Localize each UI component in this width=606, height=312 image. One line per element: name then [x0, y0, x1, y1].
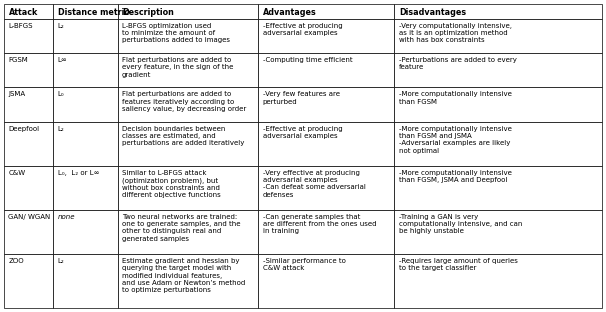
Text: -Requires large amount of queries
to the target classifier: -Requires large amount of queries to the…: [399, 258, 518, 271]
Text: none: none: [58, 214, 75, 220]
Bar: [118, 166, 258, 210]
Text: -Training a GAN is very
computationally intensive, and can
be highly unstable: -Training a GAN is very computationally …: [399, 214, 522, 235]
Text: -Effective at producing
adversarial examples: -Effective at producing adversarial exam…: [262, 126, 342, 139]
Bar: [4, 254, 53, 308]
Text: -More computationally intensive
than FGSM, JSMA and Deepfool: -More computationally intensive than FGS…: [399, 170, 512, 183]
Bar: [258, 19, 395, 53]
Bar: [4, 53, 53, 87]
Text: Estimate gradient and hessian by
querying the target model with
modified individ: Estimate gradient and hessian by queryin…: [122, 258, 245, 293]
Bar: [4, 166, 53, 210]
Bar: [395, 19, 602, 53]
Bar: [53, 53, 118, 87]
Bar: [4, 122, 53, 166]
Bar: [53, 254, 118, 308]
Bar: [4, 19, 53, 53]
Text: L₂: L₂: [58, 258, 64, 264]
Bar: [258, 87, 395, 122]
Bar: [118, 122, 258, 166]
Text: L₀,  L₂ or L∞: L₀, L₂ or L∞: [58, 170, 99, 176]
Text: L-BFGS: L-BFGS: [8, 23, 33, 29]
Text: Flat perturbations are added to
every feature, in the sign of the
gradient: Flat perturbations are added to every fe…: [122, 57, 233, 78]
Bar: [395, 254, 602, 308]
Bar: [395, 166, 602, 210]
Text: Distance metric: Distance metric: [58, 8, 128, 17]
Bar: [258, 122, 395, 166]
Text: L-BFGS optimization used
to minimize the amount of
perturbations added to images: L-BFGS optimization used to minimize the…: [122, 23, 230, 43]
Bar: [395, 87, 602, 122]
Bar: [4, 4, 53, 19]
Bar: [118, 87, 258, 122]
Bar: [258, 53, 395, 87]
Text: GAN/ WGAN: GAN/ WGAN: [8, 214, 51, 220]
Bar: [395, 53, 602, 87]
Text: -Effective at producing
adversarial examples: -Effective at producing adversarial exam…: [262, 23, 342, 36]
Bar: [53, 19, 118, 53]
Bar: [118, 210, 258, 254]
Text: -Perturbations are added to every
feature: -Perturbations are added to every featur…: [399, 57, 517, 70]
Bar: [118, 4, 258, 19]
Bar: [258, 254, 395, 308]
Text: -Very few features are
perturbed: -Very few features are perturbed: [262, 91, 339, 105]
Text: FGSM: FGSM: [8, 57, 28, 63]
Text: -More computationally intensive
than FGSM and JSMA
-Adversarial examples are lik: -More computationally intensive than FGS…: [399, 126, 512, 154]
Bar: [258, 4, 395, 19]
Text: JSMA: JSMA: [8, 91, 25, 97]
Text: Flat perturbations are added to
features iteratively according to
saliency value: Flat perturbations are added to features…: [122, 91, 247, 112]
Bar: [53, 4, 118, 19]
Bar: [118, 19, 258, 53]
Text: -More computationally intensive
than FGSM: -More computationally intensive than FGS…: [399, 91, 512, 105]
Text: -Computing time efficient: -Computing time efficient: [262, 57, 352, 63]
Text: L∞: L∞: [58, 57, 67, 63]
Bar: [395, 210, 602, 254]
Text: -Very computationally intensive,
as it is an optimization method
with has box co: -Very computationally intensive, as it i…: [399, 23, 512, 43]
Text: Decision boundaries between
classes are estimated, and
perturbations are added i: Decision boundaries between classes are …: [122, 126, 244, 146]
Text: Two neural networks are trained:
one to generate samples, and the
other to disti: Two neural networks are trained: one to …: [122, 214, 241, 242]
Text: L₂: L₂: [58, 23, 64, 29]
Bar: [53, 210, 118, 254]
Text: -Similar performance to
C&W attack: -Similar performance to C&W attack: [262, 258, 345, 271]
Text: ZOO: ZOO: [8, 258, 24, 264]
Text: Attack: Attack: [8, 8, 38, 17]
Bar: [53, 87, 118, 122]
Bar: [4, 210, 53, 254]
Bar: [258, 166, 395, 210]
Bar: [118, 254, 258, 308]
Text: -Can generate samples that
are different from the ones used
in training: -Can generate samples that are different…: [262, 214, 376, 235]
Text: L₂: L₂: [58, 126, 64, 132]
Bar: [395, 122, 602, 166]
Text: Deepfool: Deepfool: [8, 126, 39, 132]
Bar: [53, 122, 118, 166]
Text: Disadvantages: Disadvantages: [399, 8, 466, 17]
Bar: [53, 166, 118, 210]
Text: Description: Description: [122, 8, 174, 17]
Text: Advantages: Advantages: [262, 8, 316, 17]
Bar: [395, 4, 602, 19]
Text: Similar to L-BFGS attack
(optimization problem), but
without box constraints and: Similar to L-BFGS attack (optimization p…: [122, 170, 221, 198]
Bar: [4, 87, 53, 122]
Bar: [118, 53, 258, 87]
Text: L₀: L₀: [58, 91, 64, 97]
Text: C&W: C&W: [8, 170, 25, 176]
Bar: [258, 210, 395, 254]
Text: -Very effective at producing
adversarial examples
-Can defeat some adversarial
d: -Very effective at producing adversarial…: [262, 170, 365, 197]
